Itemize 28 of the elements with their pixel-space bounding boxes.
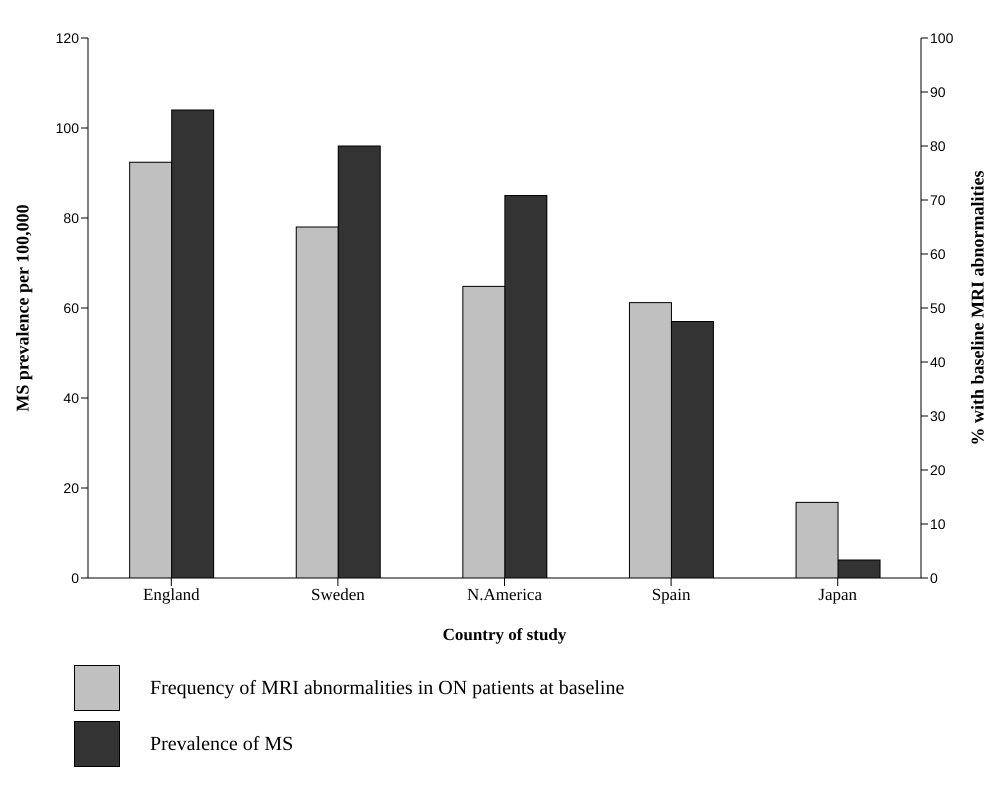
y2-axis-title: % with baseline MRI abnormalities	[967, 170, 988, 446]
y2-tick-label: 10	[930, 516, 946, 532]
y2-tick-label: 50	[930, 300, 946, 316]
y2-tick-label: 70	[930, 192, 946, 208]
x-tick-label: N.America	[466, 585, 542, 604]
y2-tick-label: 60	[930, 246, 946, 262]
x-axis-title: Country of study	[442, 625, 567, 644]
y-axis-title: MS prevalence per 100,000	[12, 204, 32, 412]
y-tick-label: 40	[63, 390, 80, 406]
y2-tick-label: 0	[930, 570, 938, 586]
y2-tick-label: 40	[930, 354, 946, 370]
y-tick-label: 100	[56, 120, 80, 136]
legend-label: Prevalence of MS	[150, 732, 294, 756]
x-tick-label: England	[142, 585, 200, 604]
y-tick-label: 80	[63, 210, 80, 226]
x-tick-label: Sweden	[310, 585, 366, 604]
y2-tick-label: 20	[930, 462, 946, 478]
y2-tick-label: 30	[930, 408, 946, 424]
x-tick-label: Spain	[652, 585, 691, 604]
legend-label: Frequency of MRI abnormalities in ON patients at baseline	[150, 676, 624, 700]
y-tick-label: 0	[71, 570, 80, 586]
y2-tick-label: 80	[930, 138, 946, 154]
y-tick-label: 20	[63, 480, 80, 496]
x-tick-label: Japan	[818, 585, 858, 604]
y2-tick-label: 100	[930, 30, 954, 46]
y2-tick-label: 90	[930, 84, 946, 100]
y-tick-label: 60	[63, 300, 80, 316]
y-tick-label: 120	[56, 30, 80, 46]
